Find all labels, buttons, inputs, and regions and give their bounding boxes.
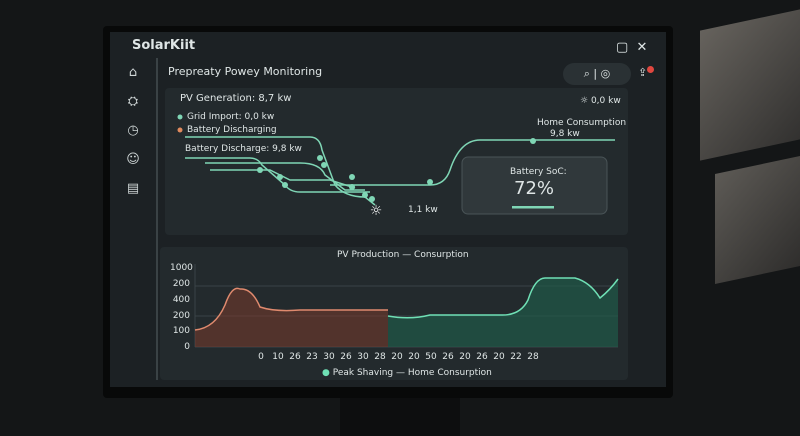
battery-discharging: Battery Discharging	[187, 125, 277, 135]
sidebar: ⌂ ⛭ ◷ ☺ ▤	[110, 58, 158, 380]
flow-lines	[185, 136, 615, 206]
pv-generation: PV Generation: 8,7 kw	[180, 93, 292, 104]
x-label: 28	[527, 352, 539, 362]
x-label: 20	[493, 352, 505, 362]
soc-value: 72%	[514, 178, 555, 199]
soc-card	[461, 156, 608, 215]
home-consumption: Home Consumption	[537, 118, 627, 128]
x-label: 22	[510, 352, 522, 362]
page-title: Prepreaty Powey Monitoring	[168, 65, 323, 78]
x-label: 30	[323, 352, 335, 362]
flow-nodes	[177, 114, 536, 202]
monitor-stand	[340, 392, 460, 436]
x-label: 26	[476, 352, 488, 362]
grid-import: Grid Import: 0,0 kw	[187, 112, 275, 122]
bottom-value: 1,1 kw	[408, 205, 438, 215]
legend-item: Peak Shaving	[332, 368, 394, 378]
x-label: 20	[459, 352, 471, 362]
green-line	[387, 277, 619, 319]
legend: ● Peak Shaving — Home Consurption	[322, 368, 492, 378]
home-value: 9,8 kw	[550, 129, 580, 139]
chart-title: PV Production — Consurption	[337, 250, 469, 260]
y-label: 200	[172, 279, 190, 289]
x-label: 26	[442, 352, 454, 362]
soc-label: Battery SoC:	[510, 167, 567, 177]
x-label: 30	[357, 352, 369, 362]
red-area	[195, 288, 388, 347]
sun-value-text: 0,0 kw	[590, 96, 621, 106]
legend-item: Home Consurption	[407, 368, 492, 378]
red-line	[194, 287, 388, 331]
x-label: 0	[258, 352, 264, 362]
y-label: 0	[184, 342, 190, 352]
window-controls[interactable]: ▢ ✕	[616, 40, 648, 55]
y-label: 100	[172, 326, 190, 336]
x-label: 20	[391, 352, 403, 362]
x-label: 28	[374, 352, 386, 362]
x-label: 23	[306, 352, 318, 362]
app-name: SolarKiit	[132, 38, 196, 53]
x-label: 26	[340, 352, 352, 362]
x-label: 26	[289, 352, 301, 362]
x-label: 50	[425, 352, 437, 362]
y-label: 400	[172, 295, 190, 305]
toolbar[interactable]: ⌕ | ◎	[563, 63, 631, 85]
green-area	[388, 278, 618, 347]
sun-value: ☼ 0,0 kw	[580, 96, 621, 106]
sun-icon: ☼	[370, 203, 383, 219]
x-label: 10	[272, 352, 284, 362]
y-label: 200	[172, 311, 190, 321]
battery-discharge: Battery Discharge: 9,8 kw	[185, 144, 302, 154]
x-label: 20	[408, 352, 420, 362]
soc-bar	[512, 206, 554, 209]
notification[interactable]: ⇪	[638, 66, 655, 79]
y-label: 1000	[170, 263, 193, 273]
